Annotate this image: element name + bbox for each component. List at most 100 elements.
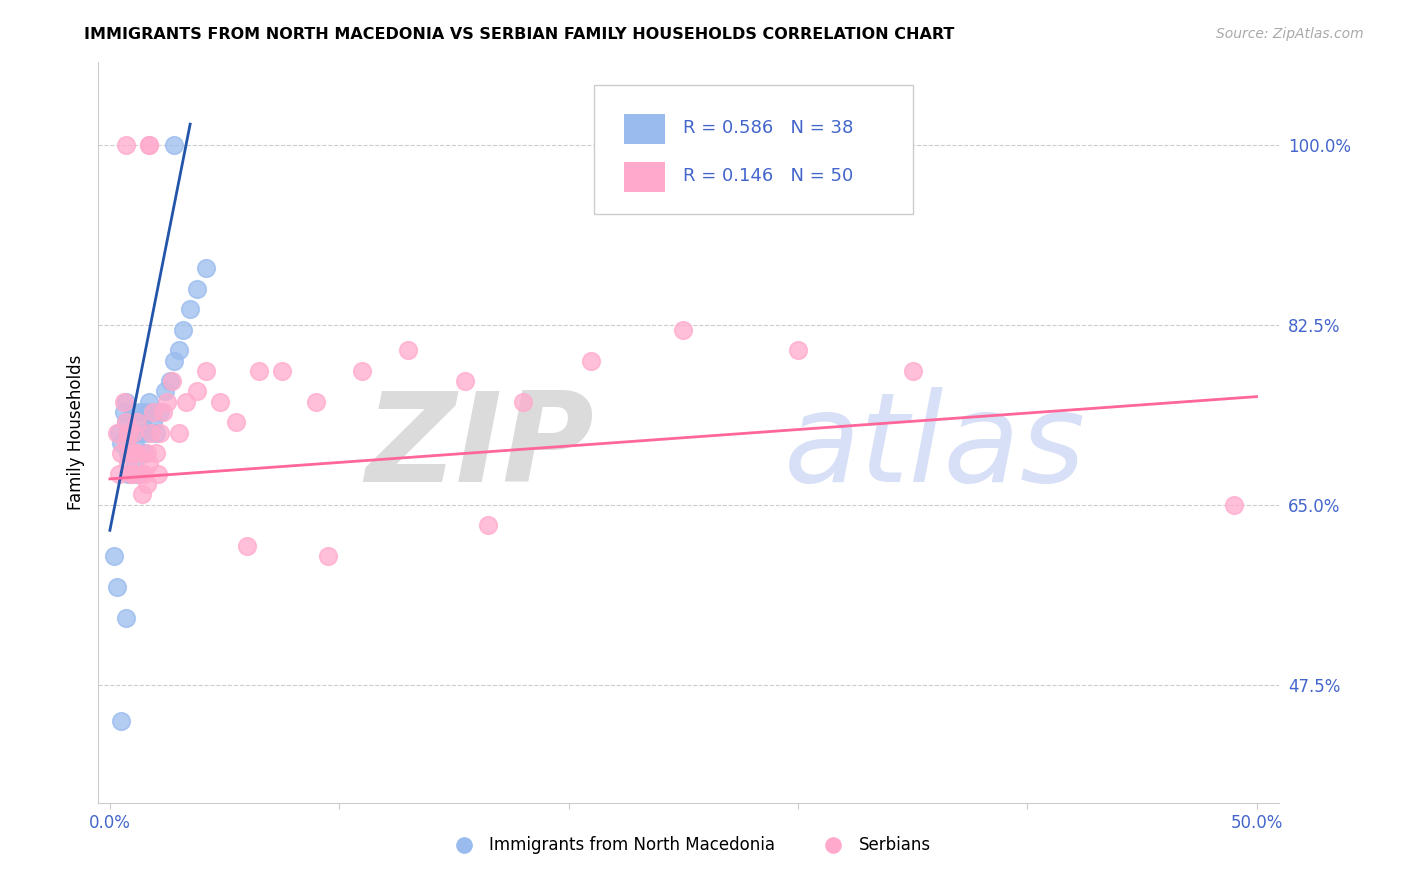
Point <box>352 364 374 378</box>
Point <box>138 137 160 152</box>
Point <box>115 415 138 429</box>
Point <box>225 415 247 429</box>
Point <box>786 343 808 358</box>
Point <box>135 446 157 460</box>
Point <box>120 446 142 460</box>
Point <box>124 446 146 460</box>
Point <box>115 137 138 152</box>
Point <box>128 425 150 440</box>
Point <box>112 394 135 409</box>
Point <box>208 394 231 409</box>
Point <box>186 384 208 399</box>
Point <box>146 467 169 481</box>
Point <box>396 343 419 358</box>
FancyBboxPatch shape <box>595 85 914 214</box>
Point <box>112 405 135 419</box>
Text: Source: ZipAtlas.com: Source: ZipAtlas.com <box>1216 27 1364 41</box>
Point <box>115 394 138 409</box>
Point <box>672 323 695 337</box>
Point <box>149 425 172 440</box>
Point <box>127 425 149 440</box>
Point <box>901 364 924 378</box>
Point <box>270 364 292 378</box>
Point <box>105 580 128 594</box>
Point <box>167 425 190 440</box>
Point <box>115 436 138 450</box>
Point <box>145 446 167 460</box>
Point <box>142 405 165 419</box>
Point <box>124 457 146 471</box>
Point <box>152 405 174 419</box>
Point <box>121 425 143 440</box>
FancyBboxPatch shape <box>624 114 665 144</box>
Point <box>247 364 270 378</box>
Point <box>127 467 149 481</box>
Text: atlas: atlas <box>783 387 1085 508</box>
Point <box>124 436 146 450</box>
Text: IMMIGRANTS FROM NORTH MACEDONIA VS SERBIAN FAMILY HOUSEHOLDS CORRELATION CHART: IMMIGRANTS FROM NORTH MACEDONIA VS SERBI… <box>84 27 955 42</box>
Point <box>512 394 534 409</box>
Point <box>110 446 132 460</box>
Point <box>115 610 138 624</box>
Point <box>134 446 156 460</box>
Point <box>103 549 125 563</box>
Point <box>195 261 218 276</box>
Point <box>131 415 153 429</box>
Point <box>121 467 143 481</box>
Point <box>163 353 186 368</box>
Point <box>141 425 163 440</box>
Point <box>159 374 181 388</box>
Point <box>117 446 139 460</box>
Point <box>105 425 128 440</box>
Point <box>172 323 194 337</box>
Point <box>138 457 160 471</box>
Point <box>179 302 201 317</box>
Point <box>131 487 153 501</box>
Point <box>108 467 131 481</box>
Point <box>121 405 143 419</box>
Point <box>195 364 218 378</box>
Point <box>127 415 149 429</box>
Point <box>135 405 157 419</box>
Point <box>117 425 139 440</box>
Point <box>145 425 167 440</box>
Text: ZIP: ZIP <box>366 387 595 508</box>
Point <box>1222 498 1244 512</box>
Point <box>135 477 157 491</box>
Point <box>117 457 139 471</box>
Point <box>110 436 132 450</box>
Point <box>153 384 176 399</box>
Point <box>581 353 603 368</box>
Text: R = 0.586   N = 38: R = 0.586 N = 38 <box>683 119 853 136</box>
Point <box>156 394 179 409</box>
Point <box>138 394 160 409</box>
Point <box>120 446 142 460</box>
Point <box>108 425 131 440</box>
Point <box>138 137 160 152</box>
Point <box>128 405 150 419</box>
Point <box>236 539 259 553</box>
Point <box>163 137 186 152</box>
Point <box>142 415 165 429</box>
Point <box>316 549 339 563</box>
Text: R = 0.146   N = 50: R = 0.146 N = 50 <box>683 167 853 185</box>
Point <box>110 714 132 728</box>
Point <box>127 446 149 460</box>
Point <box>141 405 163 419</box>
Point <box>149 405 172 419</box>
Point <box>120 425 142 440</box>
Point <box>477 518 499 533</box>
Point <box>134 467 156 481</box>
Point <box>160 374 183 388</box>
FancyBboxPatch shape <box>624 162 665 192</box>
Point <box>186 282 208 296</box>
Point <box>121 425 143 440</box>
Point <box>135 425 157 440</box>
Point <box>117 467 139 481</box>
Point <box>454 374 477 388</box>
Point <box>115 415 138 429</box>
Point <box>174 394 197 409</box>
Point <box>120 467 142 481</box>
Y-axis label: Family Households: Family Households <box>66 355 84 510</box>
Legend: Immigrants from North Macedonia, Serbians: Immigrants from North Macedonia, Serbian… <box>440 830 938 861</box>
